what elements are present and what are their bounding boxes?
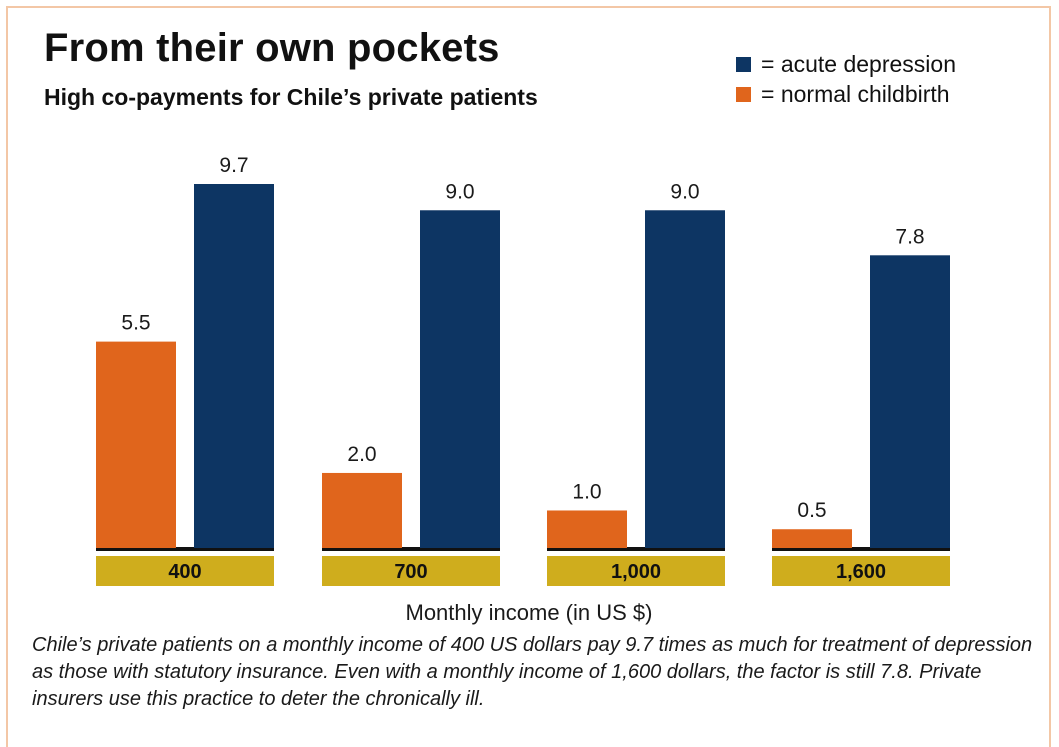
- bar-depression: [194, 184, 274, 548]
- legend-swatch-depression: [736, 56, 751, 72]
- data-label-depression: 7.8: [895, 225, 924, 248]
- bar-childbirth: [772, 529, 852, 548]
- category-box: [322, 556, 500, 586]
- bar-chart: 5.5 9.7 400 2.0 9.0 700 1.0 9.0 1,000 0.5 7.8 1,600…: [96, 154, 950, 625]
- category-label: 1,000: [611, 561, 661, 583]
- category-label: 1,600: [836, 561, 886, 583]
- legend-label-childbirth: = normal childbirth: [761, 80, 950, 107]
- data-label-depression: 9.0: [445, 180, 474, 203]
- data-label-childbirth: 5.5: [121, 312, 150, 335]
- legend-label-depression: = acute depression: [761, 50, 956, 77]
- legend-item-childbirth: = normal childbirth: [736, 80, 950, 108]
- baseline-segment: [772, 547, 950, 551]
- bar-depression: [645, 210, 725, 548]
- data-label-depression: 9.7: [219, 154, 248, 177]
- chart-title: From their own pockets: [44, 26, 500, 70]
- chart-subtitle: High co-payments for Chile’s private pat…: [44, 84, 538, 110]
- chart-caption: Chile’s private patients on a monthly in…: [32, 634, 1033, 710]
- baseline-segment: [547, 547, 725, 551]
- data-label-childbirth: 2.0: [347, 443, 376, 466]
- baseline-segment: [96, 547, 274, 551]
- baseline-segment: [322, 547, 500, 551]
- category-label: 400: [168, 561, 201, 583]
- bar-depression: [420, 210, 500, 548]
- legend-item-depression: = acute depression: [736, 50, 956, 78]
- data-label-childbirth: 0.5: [797, 499, 826, 522]
- bar-childbirth: [322, 472, 402, 548]
- legend-swatch-childbirth: [736, 86, 751, 102]
- bar-childbirth: [96, 341, 176, 548]
- bar-childbirth: [547, 510, 627, 548]
- bar-depression: [870, 255, 950, 549]
- category-label: 700: [394, 561, 427, 583]
- data-label-depression: 9.0: [670, 180, 699, 203]
- category-box: [96, 556, 274, 586]
- category-box: [772, 556, 950, 586]
- data-label-childbirth: 1.0: [572, 480, 601, 503]
- x-axis-label: Monthly income (in US $): [406, 600, 653, 625]
- category-box: [547, 556, 725, 586]
